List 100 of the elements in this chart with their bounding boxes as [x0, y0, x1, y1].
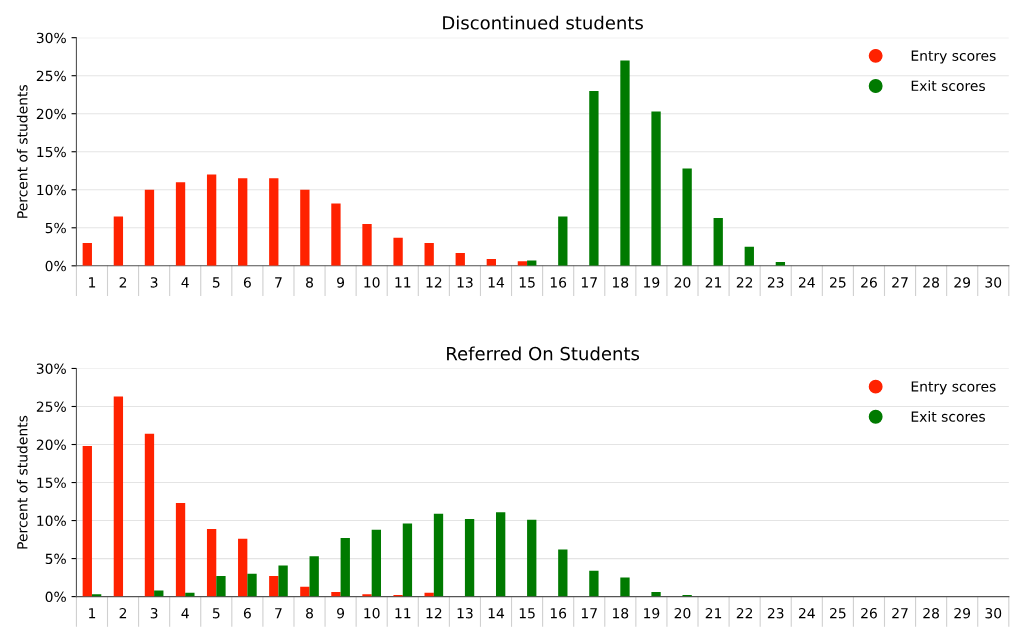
bar [113, 396, 124, 597]
x-tick-label: 12 [426, 607, 442, 619]
x-tick-label: 18 [613, 607, 629, 619]
x-tick-label: 22 [736, 607, 753, 619]
bar [713, 217, 723, 266]
x-tick-label: 20 [674, 277, 691, 288]
bar [144, 189, 155, 266]
legend-label: Entry scores [911, 50, 996, 64]
x-tick-label: 9 [337, 607, 345, 619]
x-tick-label: 1 [89, 277, 96, 288]
x-tick-label: 15 [519, 277, 535, 288]
y-tick-label: 30% [36, 32, 66, 44]
bar [558, 549, 568, 597]
x-tick-label: 25 [830, 607, 846, 619]
bar [216, 576, 226, 597]
bar [651, 592, 661, 597]
legend-label: Exit scores [911, 80, 985, 92]
x-tick-label: 19 [644, 277, 660, 288]
x-tick-label: 14 [488, 608, 505, 619]
y-tick-label: 30% [36, 363, 66, 374]
y-tick-label: 10% [37, 184, 66, 196]
bar [589, 90, 599, 266]
x-tick-label: 15 [519, 608, 535, 619]
x-tick-label: 28 [923, 607, 939, 619]
bar [362, 223, 372, 266]
chart-title: Referred On Students [447, 346, 640, 361]
bar [269, 178, 279, 266]
x-tick-label: 16 [550, 607, 567, 619]
legend-label: Entry scores [911, 381, 996, 395]
bar [278, 565, 288, 597]
x-tick-label: 24 [798, 607, 815, 619]
bar [206, 528, 217, 597]
x-tick-label: 4 [181, 277, 189, 288]
x-tick-label: 27 [892, 607, 908, 619]
x-tick-label: 4 [181, 608, 189, 619]
x-tick-label: 2 [119, 607, 127, 619]
x-tick-label: 3 [150, 277, 158, 288]
bar [331, 203, 341, 266]
x-tick-label: 21 [705, 607, 722, 619]
bar [527, 519, 537, 597]
y-tick-label: 25% [36, 401, 66, 412]
y-tick-label: 15% [37, 146, 66, 158]
x-tick-label: 9 [337, 277, 345, 288]
x-tick-label: 2 [119, 277, 127, 288]
bar [744, 246, 754, 266]
bar [464, 519, 475, 597]
y-tick-label: 25% [36, 70, 66, 82]
bar [175, 503, 186, 597]
x-tick-label: 5 [212, 277, 220, 288]
x-tick-label: 7 [275, 277, 282, 288]
bar [402, 523, 413, 597]
x-tick-label: 12 [426, 277, 442, 288]
bar [424, 243, 434, 266]
bar [269, 576, 279, 597]
y-axis-title: Percent of students [16, 415, 28, 549]
x-tick-label: 5 [212, 608, 220, 619]
x-tick-label: 8 [306, 277, 313, 288]
bar [682, 168, 692, 266]
x-tick-label: 28 [923, 277, 939, 288]
x-tick-label: 13 [457, 607, 473, 619]
bar [651, 111, 661, 266]
x-tick-label: 11 [395, 608, 411, 619]
x-tick-label: 23 [767, 607, 784, 619]
x-tick-label: 6 [243, 277, 251, 288]
x-tick-label: 22 [736, 277, 753, 288]
y-tick-label: 5% [45, 222, 66, 234]
y-tick-label: 20% [36, 108, 66, 120]
x-tick-label: 24 [798, 277, 815, 288]
y-tick-label: 5% [45, 553, 66, 565]
bar [589, 570, 599, 597]
x-tick-label: 19 [644, 607, 660, 619]
x-tick-label: 1 [89, 608, 96, 619]
bar [247, 573, 257, 597]
y-tick-label: 20% [36, 439, 66, 450]
x-tick-label: 16 [550, 277, 567, 288]
bar [238, 178, 248, 266]
x-tick-label: 17 [581, 277, 597, 288]
bar [82, 446, 92, 597]
x-tick-label: 29 [954, 607, 971, 619]
chart-title: Discontinued students [443, 15, 643, 30]
bar [393, 237, 403, 266]
bar [309, 556, 319, 597]
x-tick-label: 30 [985, 607, 1002, 619]
bar [527, 260, 537, 266]
x-tick-label: 26 [861, 607, 877, 619]
x-tick-label: 14 [488, 277, 505, 288]
bar [433, 513, 444, 597]
bar [496, 512, 506, 597]
bar [206, 174, 217, 266]
bar [238, 538, 248, 597]
y-tick-label: 0% [45, 260, 66, 272]
x-tick-label: 10 [364, 277, 380, 288]
x-tick-label: 7 [275, 608, 282, 619]
bar [362, 594, 372, 597]
y-tick-label: 0% [45, 591, 66, 603]
y-tick-label: 15% [37, 477, 66, 489]
bar [113, 216, 124, 266]
x-tick-label: 21 [705, 277, 722, 288]
bar [300, 586, 310, 597]
y-tick-label: 10% [37, 515, 66, 527]
